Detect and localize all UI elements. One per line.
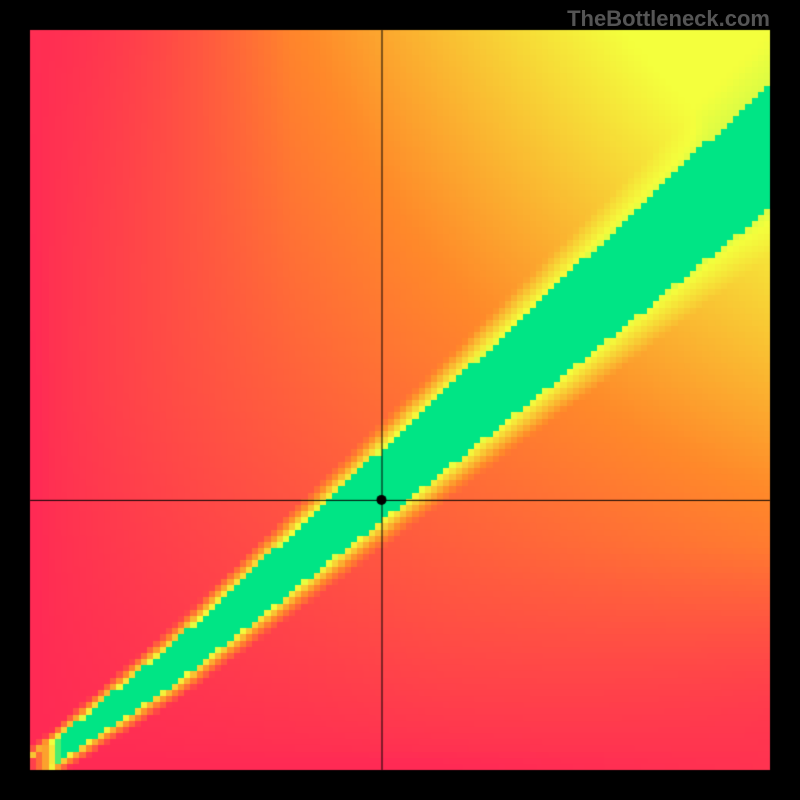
chart-container: { "type": "heatmap", "watermark": { "tex…	[0, 0, 800, 800]
watermark-text: TheBottleneck.com	[567, 6, 770, 32]
crosshair-overlay	[0, 0, 800, 800]
